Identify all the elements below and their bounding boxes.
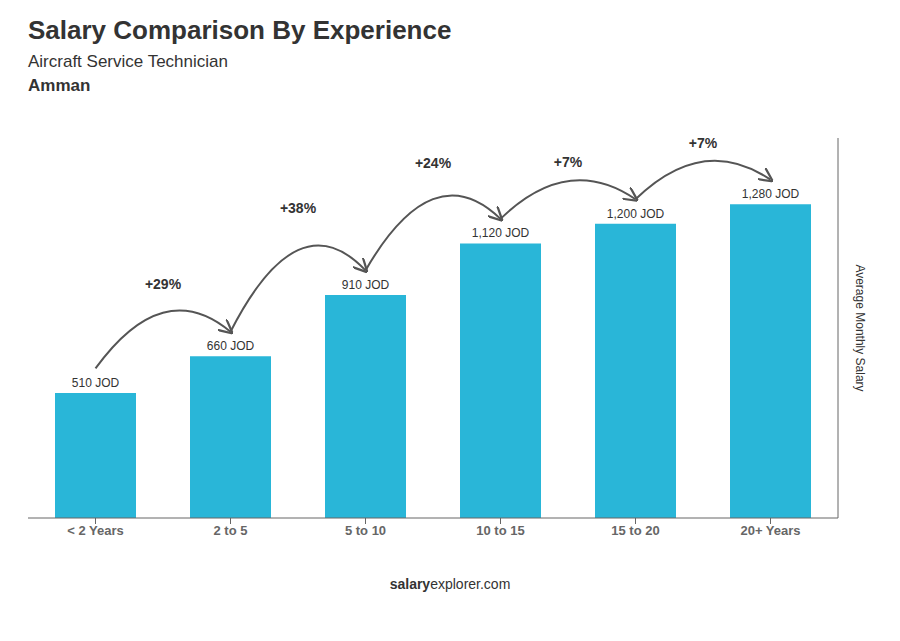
svg-text:Average Monthly Salary: Average Monthly Salary: [853, 264, 867, 391]
svg-text:5 to 10: 5 to 10: [345, 523, 386, 538]
svg-text:+7%: +7%: [554, 154, 583, 170]
svg-text:10 to 15: 10 to 15: [476, 523, 524, 538]
svg-text:660 JOD: 660 JOD: [207, 339, 255, 353]
svg-text:1,120 JOD: 1,120 JOD: [472, 226, 530, 240]
svg-text:1,200 JOD: 1,200 JOD: [607, 207, 665, 221]
svg-text:+24%: +24%: [415, 155, 452, 171]
svg-text:20+ Years: 20+ Years: [740, 523, 800, 538]
svg-text:910 JOD: 910 JOD: [342, 278, 390, 292]
html-text:Salary Comparison By Experienc: Salary Comparison By Experience: [28, 15, 452, 45]
svg-text:+38%: +38%: [280, 200, 317, 216]
html-text:Aircraft Service Technician: Aircraft Service Technician: [28, 52, 228, 71]
svg-text:< 2 Years: < 2 Years: [67, 523, 124, 538]
svg-text:+29%: +29%: [145, 276, 182, 292]
svg-text:2 to 5: 2 to 5: [214, 523, 248, 538]
svg-text:+7%: +7%: [689, 135, 718, 151]
svg-text:1,280 JOD: 1,280 JOD: [742, 187, 800, 201]
html-text:Amman: Amman: [28, 76, 91, 95]
html-text:salary explorer.com: salary explorer.com: [389, 576, 511, 592]
svg-text:15 to 20: 15 to 20: [611, 523, 659, 538]
svg-text:510 JOD: 510 JOD: [72, 376, 120, 390]
